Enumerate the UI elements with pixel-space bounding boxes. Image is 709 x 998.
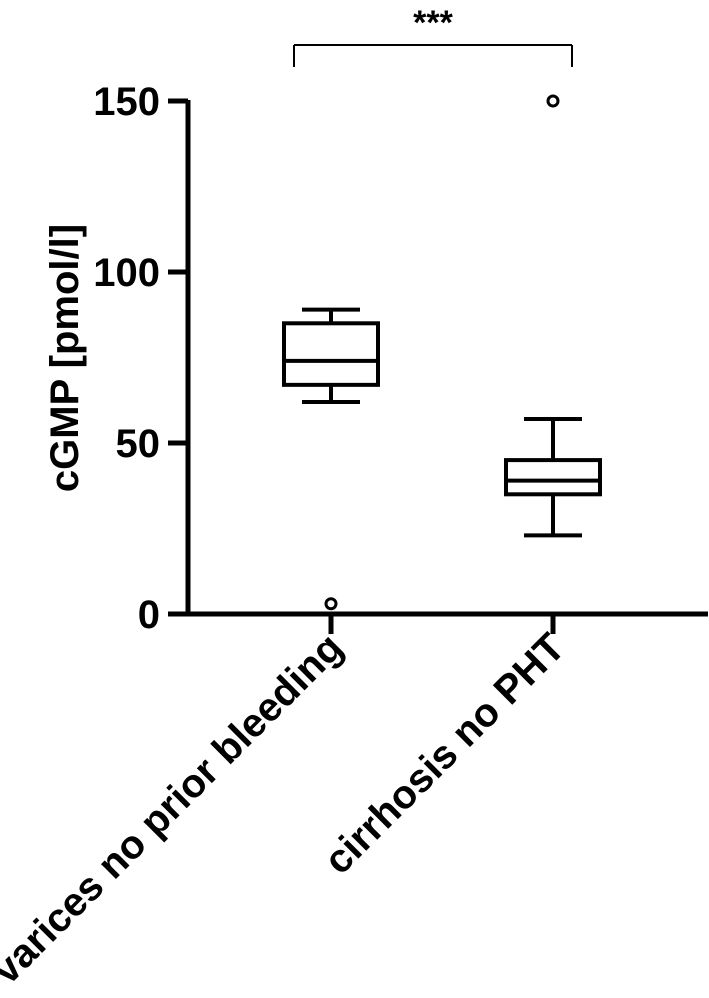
- x-tick-label: cirrhosis no PHT: [316, 625, 573, 882]
- significance-bracket: ***: [293, 4, 573, 67]
- y-tick-label: 100: [93, 251, 160, 295]
- y-tick-label: 150: [93, 80, 160, 124]
- y-ticks: 0 50 100 150: [93, 80, 188, 637]
- box-group: [504, 94, 602, 538]
- y-axis-title: cGMP [pmol/l]: [43, 224, 87, 492]
- box-iqr: [504, 458, 602, 497]
- boxes: [282, 94, 602, 611]
- outlier-point: [546, 94, 560, 108]
- y-tick-label: 0: [138, 593, 160, 637]
- x-tick-label: varices no prior bleeding: [0, 625, 351, 992]
- significance-label: ***: [413, 4, 453, 42]
- y-tick-label: 50: [116, 422, 161, 466]
- box-iqr: [282, 321, 380, 387]
- outlier-point: [324, 597, 338, 611]
- axes: [185, 100, 708, 617]
- box-group: [282, 307, 380, 611]
